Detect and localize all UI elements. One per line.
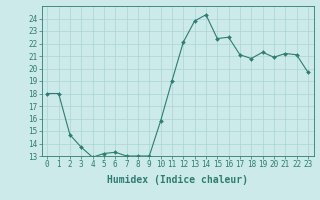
X-axis label: Humidex (Indice chaleur): Humidex (Indice chaleur): [107, 175, 248, 185]
